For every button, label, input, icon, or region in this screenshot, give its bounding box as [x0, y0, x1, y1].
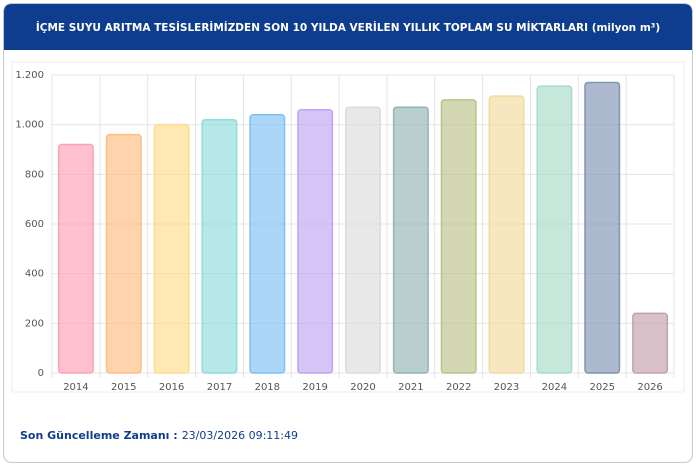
bar: [632, 312, 669, 374]
x-tick-label: 2018: [255, 382, 280, 393]
x-tick-label: 2014: [63, 382, 88, 393]
bar: [345, 106, 381, 374]
y-tick-label: 1.000: [15, 120, 44, 131]
x-tick-label: 2026: [637, 382, 662, 393]
header: [4, 4, 692, 50]
plot-frame: [11, 61, 685, 393]
y-tick-label: 0: [38, 368, 44, 379]
bar: [536, 85, 573, 374]
x-tick-label: 2021: [398, 382, 423, 393]
bar: [105, 133, 142, 374]
bar: [153, 123, 190, 374]
x-tick-label: 2019: [302, 382, 327, 393]
bar: [201, 118, 238, 374]
bar: [488, 95, 525, 374]
x-tick-label: 2017: [207, 382, 232, 393]
y-tick-label: 800: [25, 169, 44, 180]
y-tick-label: 200: [25, 318, 44, 329]
bar: [392, 106, 429, 374]
bar: [57, 143, 94, 374]
x-tick-label: 2025: [590, 382, 615, 393]
x-tick-label: 2015: [111, 382, 136, 393]
x-tick-label: 2024: [542, 382, 567, 393]
bar: [584, 81, 621, 374]
bar: [249, 113, 286, 374]
footer-label: Son Güncelleme Zamanı :: [20, 429, 178, 442]
x-tick-label: 2016: [159, 382, 184, 393]
x-tick-label: 2023: [494, 382, 519, 393]
y-tick-label: 1.200: [15, 70, 44, 81]
bar: [297, 109, 334, 374]
bar: [440, 99, 477, 374]
y-tick-label: 400: [25, 269, 44, 280]
x-tick-label: 2020: [350, 382, 375, 393]
x-tick-label: 2022: [446, 382, 471, 393]
footer-value: 23/03/2026 09:11:49: [182, 429, 298, 442]
y-tick-label: 600: [25, 219, 44, 230]
chart-title: İÇME SUYU ARITMA TESİSLERİMİZDEN SON 10 …: [36, 20, 660, 34]
